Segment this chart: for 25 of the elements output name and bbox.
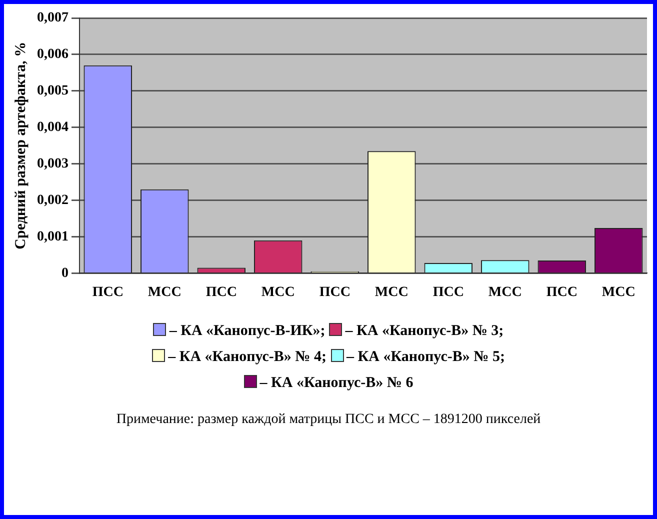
x-tick-label: МСС — [488, 285, 522, 300]
y-tick-label: 0,001 — [37, 229, 68, 244]
text: Примечание: размер каждой матрицы ПСС и МСС – 1891200 пикселей — [115, 412, 542, 428]
legend-label: – КА «Канопус-В-ИК»; — [168, 322, 326, 341]
x-tick-label: МСС — [374, 285, 408, 300]
legend-label: – КА «Канопус-В» № 4; — [167, 348, 326, 367]
legend-label: – КА «Канопус-В» № 5; — [345, 348, 505, 367]
y-tick-label: 0 — [62, 266, 68, 281]
y-tick-label: 0,007 — [37, 10, 68, 26]
x-tick-label: ПСС — [546, 285, 578, 300]
x-tick-label: ПСС — [319, 285, 350, 300]
y-tick-label: 0,006 — [37, 47, 68, 62]
y-tick-label: 0,004 — [37, 120, 68, 135]
x-tick-label: ПСС — [92, 285, 124, 300]
y-tick-label: 0,005 — [37, 84, 68, 99]
x-tick-label: ПСС — [206, 285, 237, 300]
x-tick-label: ПСС — [432, 285, 464, 300]
x-tick-label: МСС — [261, 285, 295, 300]
x-tick-label: МСС — [602, 285, 636, 300]
legend-label: – КА «Канопус-В» № 3; — [344, 322, 504, 341]
y-tick-label: 0,002 — [37, 192, 68, 208]
x-tick-label: МСС — [148, 285, 182, 300]
y-tick-label: 0,003 — [37, 156, 68, 172]
y-axis-title: Средний размер артефакта, % — [12, 42, 29, 250]
legend-label: – КА «Канопус-В» № 6 — [258, 374, 414, 393]
